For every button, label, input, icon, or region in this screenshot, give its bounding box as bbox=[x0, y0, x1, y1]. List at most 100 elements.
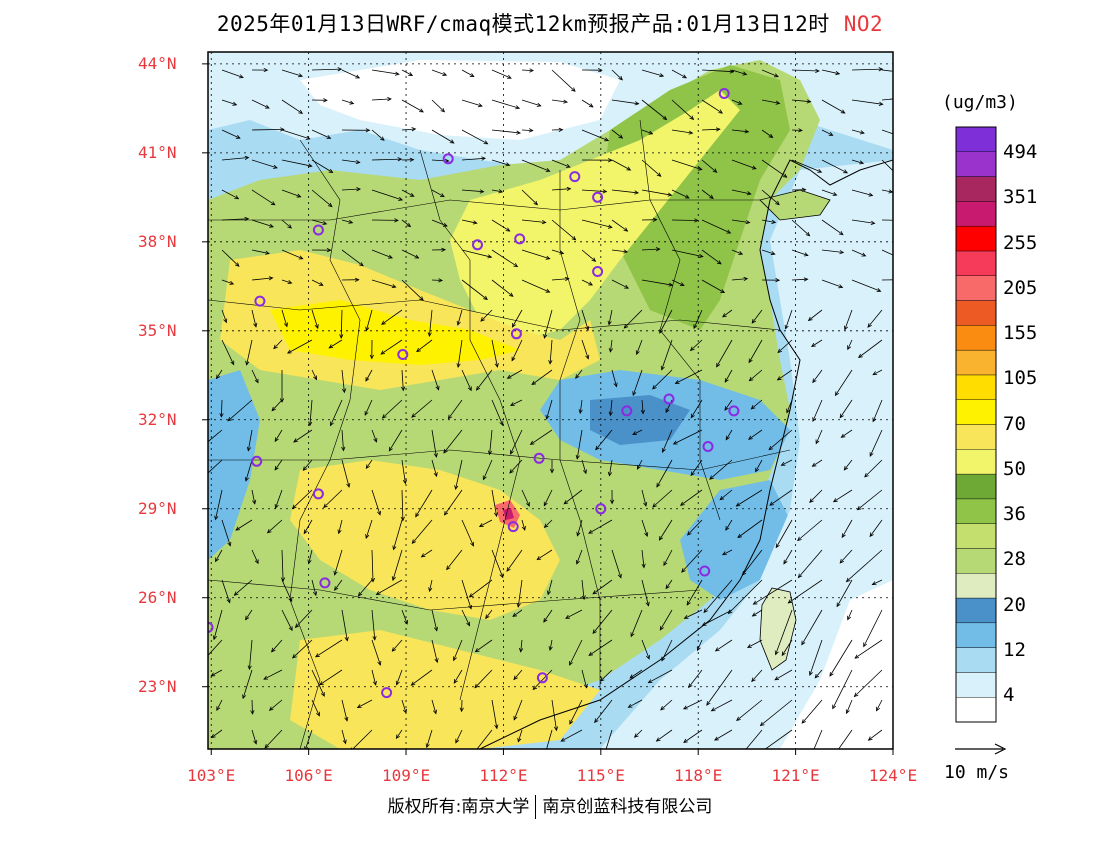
wind-vector bbox=[701, 69, 734, 73]
legend-bin bbox=[955, 300, 997, 326]
wind-vector-head bbox=[801, 187, 807, 192]
wind-vector-head bbox=[337, 529, 342, 535]
wind-vector bbox=[431, 219, 448, 227]
wind-vector bbox=[581, 249, 596, 262]
wind-vector bbox=[491, 399, 504, 426]
wind-vector-head bbox=[839, 558, 845, 564]
wind-vector-head bbox=[599, 677, 605, 682]
wind-vector-head bbox=[516, 603, 521, 608]
wind-vector-head bbox=[682, 74, 688, 79]
wind-vector-head bbox=[365, 534, 370, 539]
wind-vector bbox=[652, 489, 673, 508]
wind-vector bbox=[659, 309, 673, 334]
wind-vector bbox=[461, 279, 488, 300]
wind-vector bbox=[846, 699, 853, 714]
wind-vector bbox=[851, 249, 866, 257]
wind-vector-head bbox=[836, 602, 841, 608]
wind-vector bbox=[761, 249, 775, 255]
wind-vector-head bbox=[229, 280, 235, 285]
wind-vector bbox=[839, 549, 853, 564]
wind-vector bbox=[461, 69, 474, 77]
wind-vector-head bbox=[845, 577, 851, 583]
city-marker bbox=[728, 405, 740, 417]
wind-vector-head bbox=[434, 658, 439, 664]
wind-vector bbox=[521, 279, 550, 293]
wind-vector-head bbox=[509, 402, 515, 406]
wind-vector-head bbox=[326, 248, 332, 253]
wind-vector-head bbox=[442, 72, 448, 76]
wind-vector bbox=[551, 69, 576, 92]
legend-bin bbox=[955, 523, 997, 549]
wind-vector-head bbox=[214, 515, 219, 521]
wind-vector bbox=[641, 399, 644, 414]
wind-vector bbox=[475, 639, 493, 653]
wind-vector-head bbox=[318, 281, 324, 286]
wind-vector-head bbox=[414, 254, 420, 259]
wind-vector-head bbox=[635, 350, 640, 356]
wind-vector-head bbox=[235, 526, 241, 531]
wind-vector bbox=[821, 99, 845, 114]
wind-vector-head bbox=[312, 591, 318, 597]
wind-vector-head bbox=[869, 452, 874, 457]
wind-vector-head bbox=[746, 191, 752, 196]
wind-vector-head bbox=[411, 413, 416, 418]
wind-vector bbox=[671, 159, 702, 170]
wind-vector-head bbox=[659, 73, 665, 78]
wind-vector-head bbox=[274, 503, 279, 509]
wind-vector-head bbox=[812, 417, 817, 422]
wind-vector bbox=[576, 549, 583, 565]
wind-vector-head bbox=[746, 644, 752, 648]
wind-vector bbox=[641, 99, 667, 120]
wind-vector bbox=[215, 489, 223, 520]
wind-vector-head bbox=[716, 362, 721, 368]
wind-vector-head bbox=[569, 719, 574, 725]
wind-vector bbox=[271, 639, 283, 653]
wind-vector-head bbox=[244, 476, 249, 482]
wind-vector-head bbox=[751, 318, 756, 324]
wind-vector-head bbox=[588, 281, 594, 286]
wind-vector bbox=[843, 459, 853, 471]
wind-vector-head bbox=[233, 591, 239, 596]
wind-vector bbox=[777, 339, 793, 353]
wind-vector-head bbox=[411, 539, 417, 545]
legend-colorbar bbox=[955, 126, 997, 723]
wind-vector bbox=[453, 639, 463, 661]
wind-vector-head bbox=[305, 135, 311, 140]
wind-vector-head bbox=[745, 220, 751, 225]
wind-reference-arrow bbox=[955, 743, 1007, 755]
wind-vector bbox=[675, 369, 703, 384]
wind-vector bbox=[341, 219, 353, 224]
wind-vector bbox=[234, 579, 253, 596]
wind-vector bbox=[610, 399, 613, 416]
wind-vector-head bbox=[232, 101, 238, 106]
wind-vector-head bbox=[446, 565, 451, 571]
wind-vector-head bbox=[536, 102, 542, 107]
wind-vector bbox=[791, 159, 822, 173]
wind-vector bbox=[637, 459, 643, 470]
wind-vector-head bbox=[545, 288, 551, 293]
wind-vector-head bbox=[588, 529, 593, 534]
footer-company: 南京创蓝科技有限公司 bbox=[542, 797, 713, 817]
wind-vector bbox=[341, 188, 361, 191]
wind-vector bbox=[725, 519, 733, 531]
wind-vector-head bbox=[509, 468, 514, 474]
longitude-label: 103°E bbox=[187, 766, 236, 785]
wind-vector-head bbox=[380, 350, 386, 355]
wind-vector-head bbox=[328, 344, 334, 349]
wind-vector bbox=[761, 129, 773, 138]
wind-vector-head bbox=[433, 453, 438, 458]
latitude-label: 32°N bbox=[138, 409, 177, 429]
wind-vector-head bbox=[871, 581, 877, 585]
wind-vector-head bbox=[679, 282, 685, 287]
wind-vector bbox=[652, 369, 673, 390]
wind-vector-head bbox=[674, 379, 680, 384]
wind-vector-head bbox=[633, 733, 639, 738]
wind-vector-head bbox=[529, 68, 535, 73]
wind-vector-head bbox=[878, 67, 884, 72]
wind-vector-head bbox=[202, 475, 206, 479]
concentration-field-west-low bbox=[208, 370, 260, 560]
wind-vector-head bbox=[582, 469, 587, 475]
wind-vector-head bbox=[652, 384, 657, 390]
wind-vector bbox=[221, 579, 231, 603]
wind-vector bbox=[251, 249, 270, 254]
